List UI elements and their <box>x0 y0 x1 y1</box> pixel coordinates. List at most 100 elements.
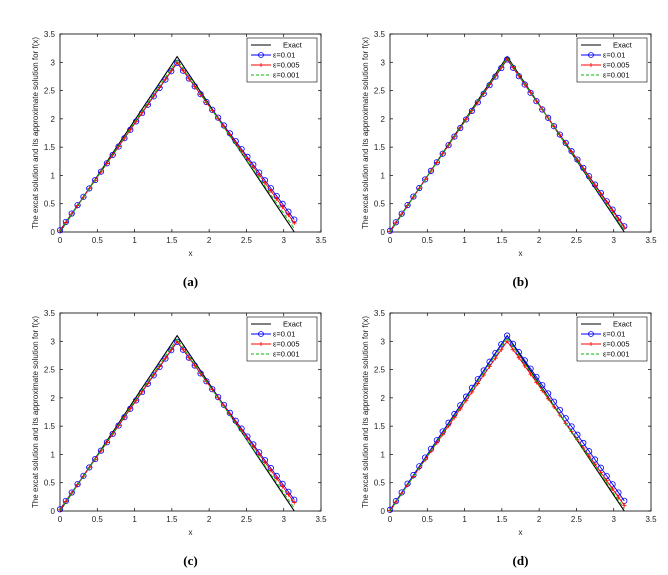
y-tick-label: 3 <box>51 58 56 67</box>
data-point-circle <box>121 414 128 421</box>
data-point-circle <box>92 176 99 184</box>
data-point-plus <box>63 220 69 225</box>
x-tick-label: 3 <box>611 236 616 245</box>
x-tick-label: 2.5 <box>571 236 583 245</box>
data-point-circle <box>121 135 128 142</box>
x-tick-label: 3 <box>611 515 616 524</box>
data-point-plus <box>616 494 621 500</box>
legend-entry: ε=0.001 <box>273 71 300 80</box>
data-point-circle <box>86 185 93 192</box>
data-point-circle <box>115 143 122 150</box>
data-point-circle <box>103 439 110 446</box>
y-tick-label: 0.5 <box>374 200 386 209</box>
data-point-circle <box>185 75 192 82</box>
data-point-circle <box>127 405 134 412</box>
y-tick-label: 0 <box>51 507 56 516</box>
data-point-circle <box>509 64 517 71</box>
data-point-circle <box>580 439 587 447</box>
x-tick-label: 3.5 <box>645 236 657 245</box>
data-point-circle <box>521 81 528 88</box>
data-point-plus <box>280 204 285 210</box>
data-point-circle <box>203 378 210 385</box>
data-point-circle <box>97 447 105 454</box>
data-point-plus <box>104 161 110 166</box>
y-tick-label: 3 <box>381 337 386 346</box>
panel-label: (c) <box>183 553 197 568</box>
data-point-circle <box>144 101 151 108</box>
y-axis-label: The excat solution and its approximate s… <box>31 316 40 508</box>
data-point-circle <box>109 151 116 159</box>
series-line-3 <box>389 56 625 233</box>
x-tick-label: 2 <box>537 236 542 245</box>
data-point-circle <box>433 159 440 166</box>
data-point-circle <box>127 126 134 133</box>
data-point-circle <box>97 168 105 175</box>
data-point-circle <box>103 160 110 167</box>
data-point-plus <box>504 339 510 344</box>
chart-panel-b: 0 0.5 1 1.5 2 2.5 3 3.5 0 0.5 1 1.5 2 2.5 3 3.5 x The exc… <box>361 30 657 289</box>
y-tick-label: 1.5 <box>374 143 386 152</box>
data-point-circle <box>568 148 575 155</box>
data-point-circle <box>504 332 511 339</box>
legend-entry: ε=0.01 <box>273 51 295 60</box>
data-point-circle <box>550 123 558 130</box>
legend-entry: ε=0.001 <box>273 350 300 359</box>
data-point-plus <box>286 492 291 497</box>
data-point-plus <box>292 500 297 505</box>
x-tick-label: 2.5 <box>571 515 583 524</box>
legend-entry: ε=0.001 <box>603 350 630 359</box>
data-point-circle <box>74 481 81 488</box>
data-point-circle <box>533 373 540 381</box>
data-point-plus <box>268 468 274 473</box>
x-tick-label: 1.5 <box>166 515 178 524</box>
x-axis-label: x <box>519 528 523 537</box>
data-point-plus <box>510 347 516 352</box>
y-axis-label: The excat solution and its approximate s… <box>31 37 40 229</box>
x-tick-label: 3 <box>281 236 286 245</box>
data-point-circle <box>80 472 87 479</box>
series-line-3 <box>59 59 295 232</box>
y-tick-label: 0.5 <box>44 200 56 209</box>
data-point-circle <box>398 210 405 217</box>
data-point-circle <box>138 109 146 117</box>
y-tick-label: 3.5 <box>374 30 386 39</box>
data-point-circle <box>492 73 499 80</box>
y-tick-label: 2.5 <box>44 366 56 375</box>
legend-entry: ε=0.005 <box>273 340 300 349</box>
legend-marker-circle <box>588 331 594 337</box>
data-point-circle <box>133 397 140 404</box>
data-point-circle <box>197 370 204 377</box>
data-point-circle <box>521 357 528 364</box>
data-point-circle <box>74 202 81 209</box>
data-point-circle <box>197 91 204 98</box>
x-tick-label: 0.5 <box>92 236 104 245</box>
data-point-circle <box>133 118 140 125</box>
series-line-3 <box>389 337 625 512</box>
legend-entry: ε=0.005 <box>603 340 630 349</box>
panel-label: (b) <box>513 274 529 289</box>
x-tick-label: 2 <box>207 236 212 245</box>
y-tick-label: 3 <box>381 58 386 67</box>
data-point-circle <box>68 489 75 496</box>
legend-entry: ε=0.01 <box>273 330 295 339</box>
data-point-circle <box>556 406 563 414</box>
y-tick-label: 1.5 <box>44 422 56 431</box>
data-point-circle <box>556 131 563 138</box>
data-point-plus <box>569 429 574 434</box>
x-tick-label: 0 <box>58 515 63 524</box>
data-point-plus <box>104 440 110 445</box>
data-point-circle <box>109 430 116 438</box>
legend-entry: Exact <box>613 41 633 50</box>
data-point-circle <box>92 455 99 463</box>
data-point-circle <box>191 83 198 90</box>
data-point-plus <box>516 355 522 360</box>
data-point-circle <box>568 423 575 430</box>
data-point-plus <box>499 347 504 352</box>
y-tick-label: 1 <box>51 171 56 180</box>
data-point-plus <box>210 387 215 392</box>
y-tick-label: 0 <box>381 228 386 237</box>
x-tick-label: 0.5 <box>92 515 104 524</box>
series-line-1 <box>389 334 625 511</box>
data-point-plus <box>280 484 285 489</box>
data-point-circle <box>539 106 546 113</box>
